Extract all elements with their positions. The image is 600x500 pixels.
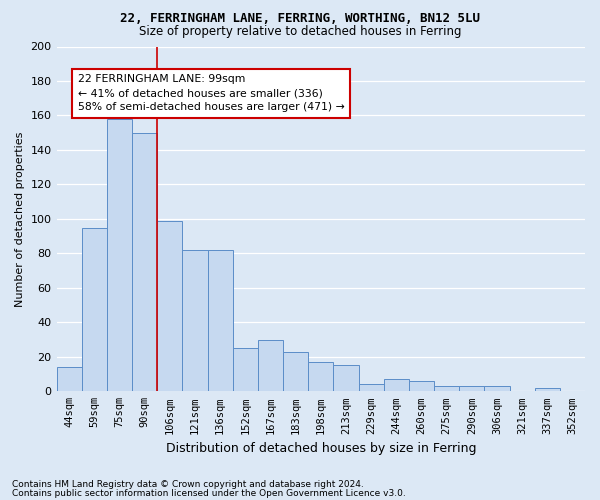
Text: Contains public sector information licensed under the Open Government Licence v3: Contains public sector information licen… <box>12 488 406 498</box>
Text: 22 FERRINGHAM LANE: 99sqm
← 41% of detached houses are smaller (336)
58% of semi: 22 FERRINGHAM LANE: 99sqm ← 41% of detac… <box>77 74 344 112</box>
Bar <box>334 366 359 392</box>
Text: Size of property relative to detached houses in Ferring: Size of property relative to detached ho… <box>139 25 461 38</box>
Bar <box>82 228 107 392</box>
Y-axis label: Number of detached properties: Number of detached properties <box>15 131 25 306</box>
Text: 22, FERRINGHAM LANE, FERRING, WORTHING, BN12 5LU: 22, FERRINGHAM LANE, FERRING, WORTHING, … <box>120 12 480 26</box>
Bar <box>383 379 409 392</box>
Bar <box>56 367 82 392</box>
Bar <box>535 388 560 392</box>
Bar <box>459 386 484 392</box>
Bar <box>409 381 434 392</box>
Bar <box>233 348 258 392</box>
Bar <box>308 362 334 392</box>
Bar <box>182 250 208 392</box>
Bar <box>157 220 182 392</box>
Bar <box>484 386 509 392</box>
Bar <box>283 352 308 392</box>
X-axis label: Distribution of detached houses by size in Ferring: Distribution of detached houses by size … <box>166 442 476 455</box>
Bar <box>434 386 459 392</box>
Bar <box>258 340 283 392</box>
Bar <box>208 250 233 392</box>
Bar <box>107 119 132 392</box>
Text: Contains HM Land Registry data © Crown copyright and database right 2024.: Contains HM Land Registry data © Crown c… <box>12 480 364 489</box>
Bar <box>132 132 157 392</box>
Bar <box>359 384 383 392</box>
